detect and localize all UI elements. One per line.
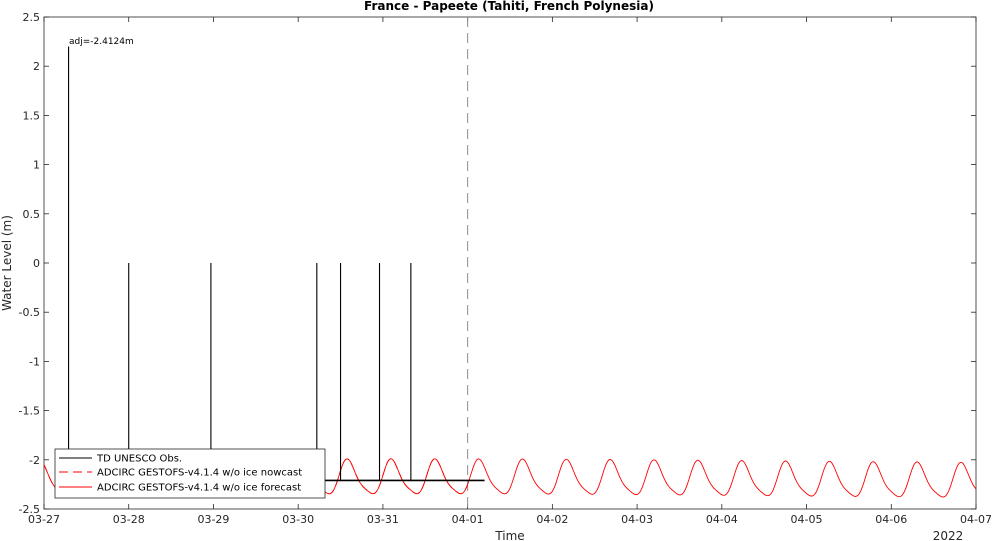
y-tick-label: 1.5 xyxy=(23,109,41,122)
y-axis: 2.5 2 1.5 1 0.5 0 -0.5 -1 -1.5 -2 -2.5 xyxy=(19,11,976,516)
x-tick-label: 03-31 xyxy=(367,513,399,526)
chart-title: France - Papeete (Tahiti, French Polynes… xyxy=(364,0,654,13)
nowcast-series-line xyxy=(43,458,469,496)
y-tick-label: -2.5 xyxy=(19,503,40,516)
y-tick-label: -1.5 xyxy=(19,405,40,418)
x-axis-year-label: 2022 xyxy=(933,529,964,541)
legend-box xyxy=(54,448,326,499)
x-tick-label: 03-29 xyxy=(197,513,229,526)
y-tick-label: 0.5 xyxy=(23,208,41,221)
legend-label-forecast: ADCIRC GESTOFS-v4.1.4 w/o ice forecast xyxy=(97,483,301,494)
y-tick-label: 0 xyxy=(33,257,40,270)
x-tick-label: 04-07 xyxy=(960,513,992,526)
plot-content xyxy=(43,17,977,509)
adjustment-annotation: adj=-2.4124m xyxy=(69,37,134,47)
x-axis-label: Time xyxy=(494,529,524,541)
x-tick-label: 04-06 xyxy=(875,513,907,526)
x-tick-label: 03-30 xyxy=(282,513,314,526)
x-tick-label: 03-27 xyxy=(28,513,60,526)
y-tick-label: 1 xyxy=(33,159,40,172)
x-tick-label: 04-02 xyxy=(536,513,568,526)
y-tick-label: 2.5 xyxy=(23,11,41,24)
x-tick-label: 04-03 xyxy=(621,513,653,526)
x-tick-label: 04-04 xyxy=(706,513,738,526)
x-axis: 03-27 03-28 03-29 03-30 03-31 04-01 04-02 04-03… xyxy=(28,17,992,526)
y-tick-label: -0.5 xyxy=(19,306,40,319)
x-tick-label: 04-05 xyxy=(791,513,823,526)
legend: TD UNESCO Obs. ADCIRC GESTOFS-v4.1.4 w/o… xyxy=(54,448,326,499)
y-tick-label: -1 xyxy=(29,355,40,368)
legend-label-observations: TD UNESCO Obs. xyxy=(96,454,182,465)
y-tick-label: -2 xyxy=(29,454,40,467)
legend-label-nowcast: ADCIRC GESTOFS-v4.1.4 w/o ice nowcast xyxy=(97,468,302,479)
y-tick-label: 2 xyxy=(33,60,40,73)
x-tick-label: 04-01 xyxy=(452,513,484,526)
plot-area xyxy=(43,16,977,510)
x-tick-label: 03-28 xyxy=(113,513,145,526)
y-axis-label: Water Level (m) xyxy=(0,215,14,311)
